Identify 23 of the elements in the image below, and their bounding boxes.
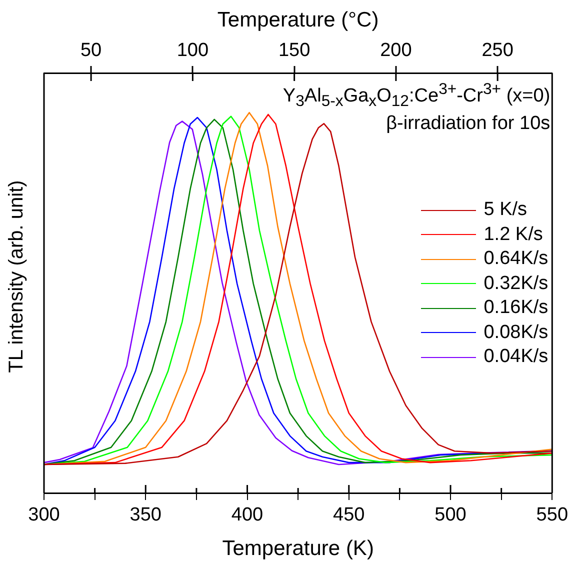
x-axis-title: Temperature (K): [222, 537, 374, 560]
y-axis-title: TL intensity (arb. unit): [6, 179, 28, 375]
legend-label: 0.32K/s: [484, 272, 548, 296]
legend-label: 0.64K/s: [484, 247, 548, 271]
annotation: β-irradiation for 10s: [386, 113, 550, 135]
x-tick-label: 450: [333, 504, 365, 526]
x2-tick-label: 250: [482, 40, 514, 61]
x-tick-label: 350: [130, 504, 162, 526]
legend-label: 0.16K/s: [484, 296, 548, 320]
x-tick-label: 500: [434, 504, 466, 526]
x2-tick-label: 200: [380, 40, 412, 61]
x-tick-label: 400: [231, 504, 264, 526]
legend-label: 5 K/s: [484, 198, 528, 222]
x2-axis-title: Temperature (°C): [217, 8, 379, 32]
x-tick-label: 300: [28, 504, 60, 526]
x2-tick-label: 100: [176, 40, 209, 61]
legend-label: 1.2 K/s: [484, 222, 543, 246]
text: Y$_{3}$Al$_{5-x}$Ga$_{x}$O$_{12}$:Ce$^{3+}$-Cr$^{3+}$ (x=0): [282, 81, 550, 110]
legend-label: 0.04K/s: [484, 345, 548, 369]
x2-tick-label: 150: [278, 40, 310, 61]
legend-label: 0.08K/s: [484, 320, 548, 344]
x-tick-label: 550: [536, 504, 568, 526]
x2-tick-label: 50: [80, 40, 102, 61]
